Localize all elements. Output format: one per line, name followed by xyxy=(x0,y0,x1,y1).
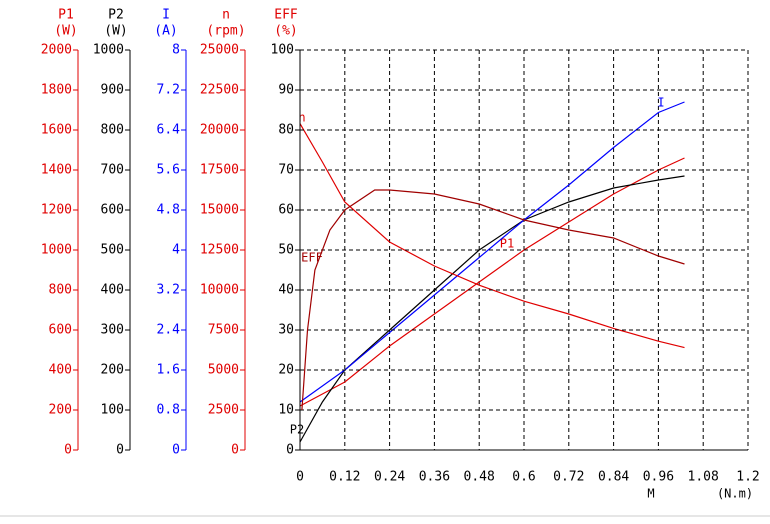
y-tick-label: 7.2 xyxy=(157,83,180,98)
y-tick-label: 50 xyxy=(278,243,294,258)
y-tick-label: 22500 xyxy=(200,83,239,98)
y-tick-label: 0 xyxy=(286,443,294,458)
y-tick-label: 8 xyxy=(172,43,180,58)
x-axis-unit: (N.m) xyxy=(717,487,753,501)
y-tick-label: 300 xyxy=(101,323,124,338)
y-tick-label: 400 xyxy=(101,283,124,298)
y-tick-label: 30 xyxy=(278,323,294,338)
y-tick-label: 100 xyxy=(101,403,124,418)
axis-unit: (W) xyxy=(104,24,127,39)
y-tick-label: 12500 xyxy=(200,243,239,258)
x-tick-label: 0.84 xyxy=(598,470,629,485)
y-tick-label: 1400 xyxy=(41,163,72,178)
y-tick-label: 5000 xyxy=(208,363,239,378)
y-tick-label: 4.8 xyxy=(157,203,180,218)
y-tick-label: 1000 xyxy=(41,243,72,258)
axis-title: P2 xyxy=(108,8,124,23)
y-tick-label: 3.2 xyxy=(157,283,180,298)
x-tick-label: 0.96 xyxy=(643,470,674,485)
x-tick-label: 1.08 xyxy=(688,470,719,485)
y-tick-label: 1600 xyxy=(41,123,72,138)
y-tick-label: 600 xyxy=(101,203,124,218)
y-tick-label: 800 xyxy=(101,123,124,138)
curve xyxy=(301,189,685,411)
y-tick-label: 0 xyxy=(172,443,180,458)
x-tick-label: 0.6 xyxy=(512,470,535,485)
curve-label: EFF xyxy=(301,251,323,265)
y-tick-label: 200 xyxy=(49,403,72,418)
y-tick-label: 20 xyxy=(278,363,294,378)
y-tick-label: 2.4 xyxy=(157,323,181,338)
y-tick-label: 70 xyxy=(278,163,294,178)
y-tick-label: 17500 xyxy=(200,163,239,178)
curve-label: n xyxy=(298,111,305,125)
y-tick-label: 25000 xyxy=(200,43,239,58)
y-tick-label: 800 xyxy=(49,283,72,298)
y-tick-label: 1.6 xyxy=(157,363,180,378)
x-tick-label: 0.12 xyxy=(329,470,360,485)
y-tick-label: 40 xyxy=(278,283,294,298)
y-tick-label: 500 xyxy=(101,243,124,258)
axis-title: EFF xyxy=(274,8,298,23)
x-tick-label: 1.2 xyxy=(736,470,759,485)
y-tick-label: 10 xyxy=(278,403,294,418)
y-tick-label: 7500 xyxy=(208,323,239,338)
y-tick-label: 5.6 xyxy=(157,163,180,178)
x-tick-label: 0.48 xyxy=(464,470,495,485)
y-tick-label: 2500 xyxy=(208,403,239,418)
y-tick-label: 1000 xyxy=(93,43,124,58)
y-tick-label: 60 xyxy=(278,203,294,218)
axis-title: n xyxy=(222,8,230,23)
y-tick-label: 1200 xyxy=(41,203,72,218)
y-tick-label: 0.8 xyxy=(157,403,180,418)
y-tick-label: 6.4 xyxy=(157,123,181,138)
axis-unit: (A) xyxy=(154,24,177,39)
axis-unit: (W) xyxy=(54,24,77,39)
curve xyxy=(299,157,685,407)
curve xyxy=(299,123,685,349)
y-tick-label: 20000 xyxy=(200,123,239,138)
x-tick-label: 0 xyxy=(296,470,304,485)
curve-label: P1 xyxy=(500,237,514,251)
x-tick-label: 0.72 xyxy=(553,470,584,485)
axis-unit: (rpm) xyxy=(206,24,245,39)
axis-title: P1 xyxy=(58,8,74,23)
y-tick-label: 600 xyxy=(49,323,72,338)
y-tick-label: 1800 xyxy=(41,83,72,98)
y-tick-label: 0 xyxy=(116,443,124,458)
y-tick-label: 200 xyxy=(101,363,124,378)
y-tick-label: 700 xyxy=(101,163,124,178)
axis-unit: (%) xyxy=(274,24,297,39)
y-tick-label: 15000 xyxy=(200,203,239,218)
y-tick-label: 900 xyxy=(101,83,124,98)
x-tick-label: 0.24 xyxy=(374,470,405,485)
curve-label: I xyxy=(657,96,664,110)
y-tick-label: 10000 xyxy=(200,283,239,298)
y-tick-label: 0 xyxy=(231,443,239,458)
y-tick-label: 100 xyxy=(271,43,294,58)
y-tick-label: 2000 xyxy=(41,43,72,58)
y-tick-label: 400 xyxy=(49,363,72,378)
y-tick-label: 4 xyxy=(172,243,180,258)
curve xyxy=(299,175,685,443)
x-axis-label: M xyxy=(647,487,654,501)
y-tick-label: 80 xyxy=(278,123,294,138)
axis-title: I xyxy=(162,8,170,23)
y-tick-label: 0 xyxy=(64,443,72,458)
x-tick-label: 0.36 xyxy=(419,470,450,485)
curve-label: P2 xyxy=(290,423,304,437)
y-tick-label: 90 xyxy=(278,83,294,98)
